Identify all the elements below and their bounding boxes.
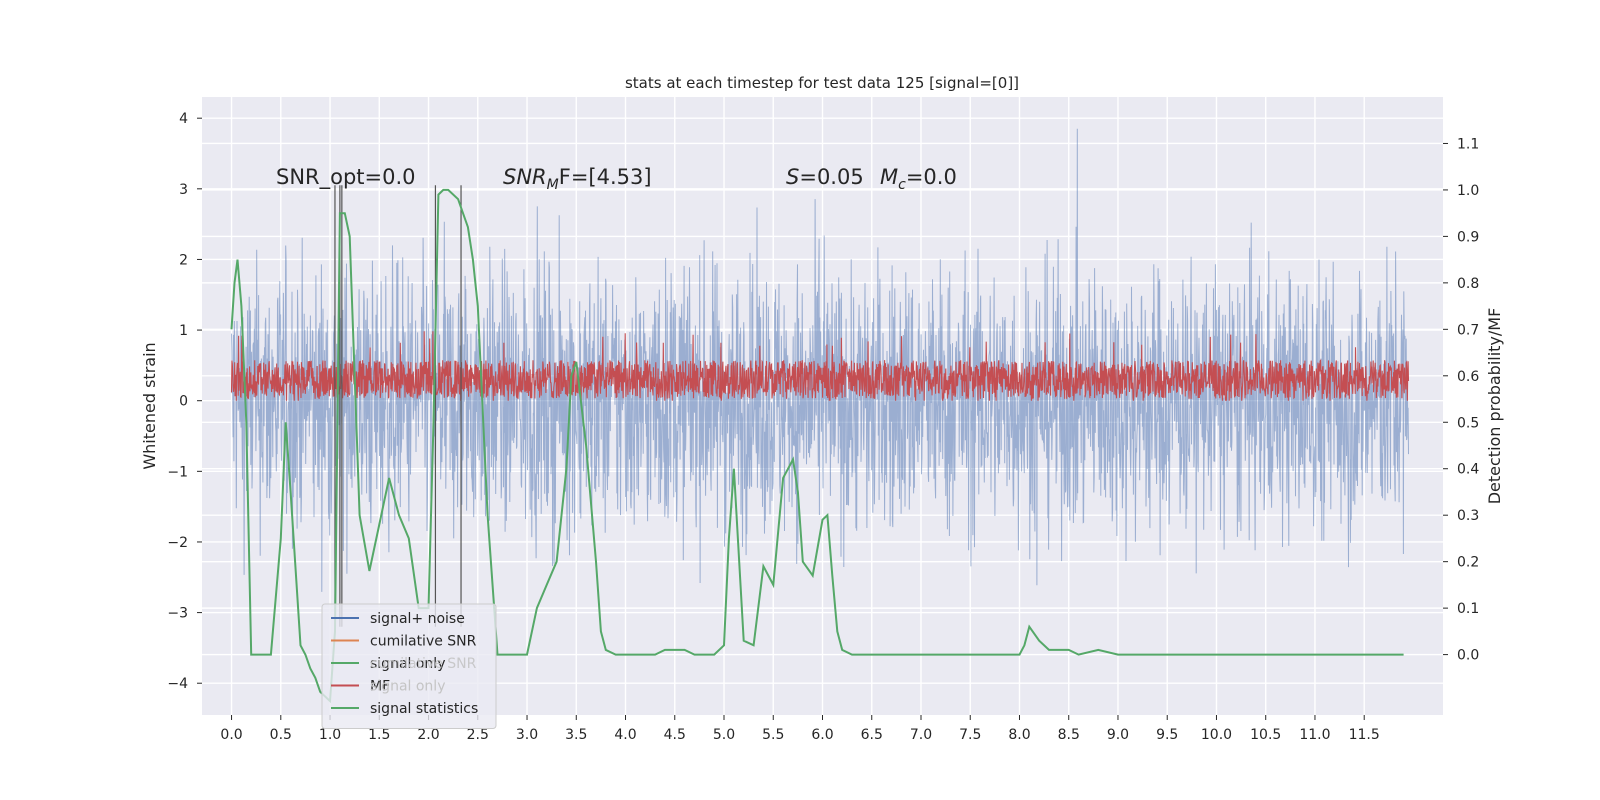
x-tick-label-18: 9.0 — [1107, 727, 1129, 743]
x-tick-label-13: 6.5 — [861, 727, 883, 743]
y-axis-right-label: Detection probability/MF — [1485, 308, 1504, 505]
x-tick-label-0: 0.0 — [220, 727, 242, 743]
legend-label-0: signal+ noise — [370, 611, 465, 627]
y-tick-label-right-2: 0.9 — [1457, 229, 1479, 245]
x-tick-label-1: 0.5 — [270, 727, 292, 743]
y-tick-label-left-0: 4 — [179, 111, 188, 127]
x-tick-label-16: 8.0 — [1008, 727, 1030, 743]
x-tick-label-21: 10.5 — [1250, 727, 1281, 743]
x-tick-label-15: 7.5 — [959, 727, 981, 743]
y-tick-label-left-8: −4 — [167, 676, 188, 692]
y-tick-label-right-1: 1.0 — [1457, 183, 1479, 199]
y-tick-label-right-10: 0.1 — [1457, 601, 1479, 617]
y-tick-label-right-6: 0.5 — [1457, 415, 1479, 431]
y-tick-label-left-2: 2 — [179, 252, 188, 268]
x-tick-label-8: 4.0 — [614, 727, 636, 743]
y-tick-label-right-5: 0.6 — [1457, 369, 1479, 385]
legend-label-2: signal only — [370, 656, 445, 672]
y-tick-label-right-9: 0.2 — [1457, 555, 1479, 571]
x-tick-label-20: 10.0 — [1201, 727, 1232, 743]
x-tick-label-19: 9.5 — [1156, 727, 1178, 743]
signal-statistics-line — [230, 188, 1404, 704]
y-tick-label-left-1: 3 — [179, 182, 188, 198]
y-tick-label-left-7: −3 — [167, 606, 188, 622]
y-tick-label-right-7: 0.4 — [1457, 462, 1479, 478]
x-tick-label-12: 6.0 — [811, 727, 833, 743]
legend-ghost-label-0: cumilative SNR — [370, 656, 477, 672]
x-tick-label-11: 5.5 — [762, 727, 784, 743]
legend-box — [321, 603, 497, 729]
signal-statistics-series — [230, 188, 1404, 704]
y-tick-label-left-4: 0 — [179, 394, 188, 410]
axes: 0.0 0.5 1.0 1.5 2.0 2.5 3.0 3.5 4.0 4.5 5.0 5.5 6.0 6… — [167, 111, 1479, 743]
x-tick-label-10: 5.0 — [713, 727, 735, 743]
annotation-snr-opt: SNR_opt=0.0 — [276, 165, 416, 190]
y-tick-label-right-11: 0.0 — [1457, 648, 1479, 664]
y-tick-label-right-0: 1.1 — [1457, 136, 1479, 152]
x-tick-label-23: 11.5 — [1349, 727, 1380, 743]
y-tick-label-left-3: 1 — [179, 323, 188, 339]
x-tick-label-6: 3.0 — [516, 727, 538, 743]
y-axis-left-label: Whitened strain — [140, 342, 159, 469]
x-tick-label-5: 2.5 — [467, 727, 489, 743]
x-tick-label-2: 1.0 — [319, 727, 341, 743]
mf-series — [230, 331, 1410, 401]
legend-label-1: cumilative SNR — [370, 634, 477, 650]
x-tick-label-3: 1.5 — [368, 727, 390, 743]
x-tick-label-14: 7.0 — [910, 727, 932, 743]
annotation-snr-mf: SNRMF=[4.53] — [503, 165, 652, 193]
y-tick-label-right-8: 0.3 — [1457, 508, 1479, 524]
legend-label-3: MF — [370, 679, 390, 695]
x-tick-label-9: 4.5 — [664, 727, 686, 743]
x-tick-label-7: 3.5 — [565, 727, 587, 743]
mf-line — [230, 331, 1410, 401]
y-tick-label-right-3: 0.8 — [1457, 276, 1479, 292]
annotation-mc: Mc=0.0 — [880, 165, 957, 193]
annotation-s: S=0.05 — [786, 165, 864, 189]
legend-ghost-label-1: signal only — [370, 679, 445, 695]
x-tick-label-17: 8.5 — [1058, 727, 1080, 743]
x-tick-label-22: 11.0 — [1299, 727, 1330, 743]
y-tick-label-left-5: −1 — [167, 464, 188, 480]
chart-title: stats at each timestep for test data 125… — [625, 74, 1019, 92]
x-tick-label-4: 2.0 — [417, 727, 439, 743]
y-tick-label-left-6: −2 — [167, 535, 188, 551]
legend-label-4: signal statistics — [370, 701, 478, 717]
y-tick-label-right-4: 0.7 — [1457, 322, 1479, 338]
